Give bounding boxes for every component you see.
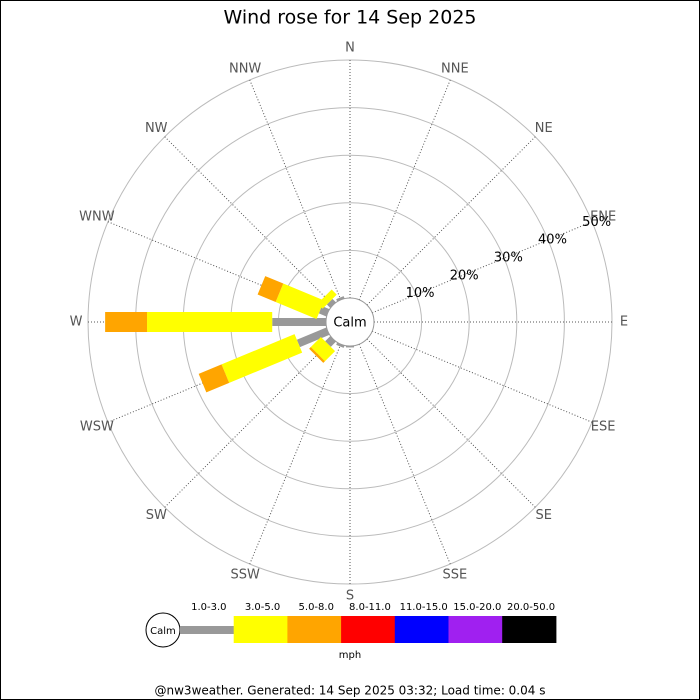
legend-swatch	[394, 616, 449, 643]
legend-swatch	[448, 616, 503, 643]
direction-label: W	[70, 315, 83, 330]
bar	[309, 347, 325, 363]
bar	[317, 289, 337, 309]
bar	[296, 327, 330, 348]
spoke	[164, 338, 334, 508]
legend-label: 1.0-3.0	[191, 602, 226, 613]
unit-label: mph	[339, 650, 361, 661]
spoke	[366, 338, 536, 508]
footer: @nw3weather. Generated: 14 Sep 2025 03:3…	[155, 684, 546, 698]
spoke	[371, 221, 593, 314]
direction-label: SW	[146, 508, 167, 523]
direction-label: SSW	[230, 568, 260, 583]
legend-swatch	[180, 626, 235, 634]
bar	[257, 276, 284, 303]
direction-label: WSW	[80, 419, 114, 434]
direction-label: ESE	[591, 419, 616, 434]
r-tick-label: 40%	[538, 233, 567, 248]
direction-label: NW	[145, 121, 168, 136]
r-tick-label: 10%	[406, 286, 435, 301]
direction-label: SE	[536, 508, 552, 523]
legend-swatch	[287, 616, 342, 643]
spoke	[164, 136, 334, 306]
legend-label: 11.0-15.0	[400, 602, 448, 613]
direction-label: SSE	[442, 568, 467, 583]
bar	[105, 312, 148, 332]
bar	[310, 336, 336, 362]
direction-label: S	[346, 589, 354, 604]
bar	[221, 334, 303, 383]
bar	[325, 336, 336, 347]
bar	[147, 312, 273, 332]
direction-label: N	[345, 41, 355, 56]
bar	[336, 342, 345, 348]
bar	[272, 318, 326, 326]
legend-swatch	[341, 616, 396, 643]
calm-label: Calm	[333, 316, 366, 331]
legend-label: 5.0-8.0	[299, 602, 334, 613]
legend-label: 3.0-5.0	[245, 602, 280, 613]
legend-label: 20.0-50.0	[507, 602, 555, 613]
bar	[336, 296, 345, 302]
spoke	[358, 343, 451, 565]
direction-label: WNW	[79, 210, 115, 225]
bar	[318, 306, 330, 317]
bar	[326, 298, 336, 308]
spoke	[249, 79, 342, 301]
calm-circle	[325, 297, 375, 347]
spoke	[371, 330, 593, 423]
bar	[198, 364, 230, 393]
spoke	[249, 343, 342, 565]
direction-label: NE	[535, 121, 553, 136]
bar	[275, 283, 325, 319]
r-tick-label: 50%	[582, 215, 611, 230]
legend-label: 15.0-20.0	[453, 602, 501, 613]
direction-label: ENE	[590, 210, 616, 225]
direction-label: NNE	[441, 61, 469, 76]
direction-label: NNW	[229, 61, 261, 76]
chart-title: Wind rose for 14 Sep 2025	[223, 7, 476, 29]
spoke	[358, 79, 451, 301]
legend-swatch	[502, 616, 557, 643]
legend-swatch	[233, 616, 288, 643]
r-tick-label: 30%	[494, 251, 523, 266]
spoke	[366, 136, 536, 306]
legend-label: 8.0-11.0	[349, 602, 391, 613]
r-tick-label: 20%	[450, 268, 479, 283]
direction-label: E	[620, 315, 628, 330]
legend-calm-label: Calm	[150, 626, 176, 637]
